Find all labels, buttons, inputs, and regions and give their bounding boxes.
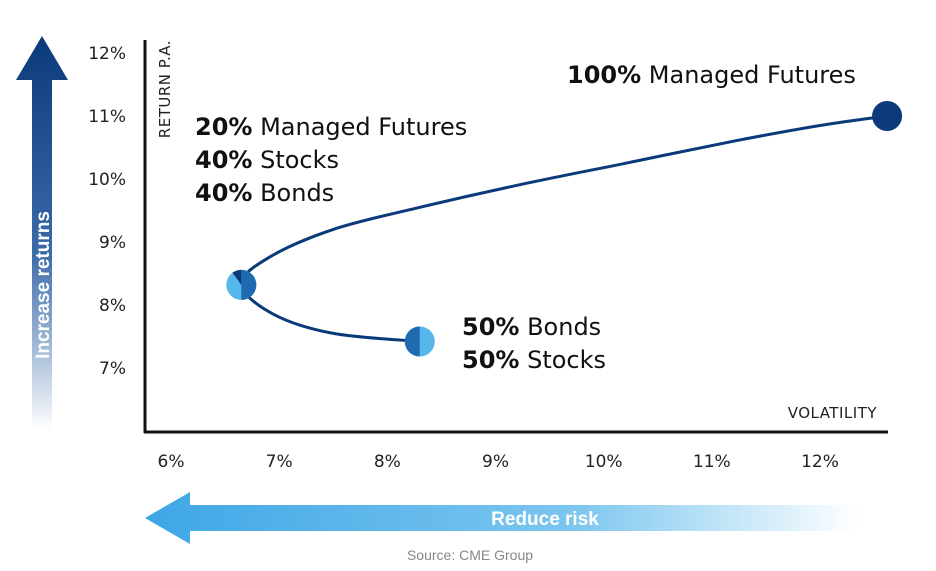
- source-note: Source: CME Group: [407, 547, 533, 563]
- series-layer: [239, 114, 889, 343]
- reduce-risk-label: Reduce risk: [491, 509, 599, 530]
- y-tick-label: 11%: [88, 107, 126, 127]
- x-tick-label: 8%: [374, 452, 401, 472]
- annotation-percent: 40%: [195, 179, 252, 207]
- annotation-percent: 50%: [462, 346, 519, 374]
- portfolio-marker: [226, 269, 257, 300]
- y-axis-title: RETURN P.A.: [156, 40, 174, 138]
- up-arrow-shape: [16, 36, 68, 430]
- annotation-asset: Bonds: [519, 313, 601, 341]
- tick-labels: 6% 7% 8% 9% 10% 11% 12% 7% 8% 9% 10% 11% 12%: [88, 44, 839, 472]
- x-tick-label: 6%: [158, 452, 185, 472]
- annotation-asset: Managed Futures: [252, 113, 467, 141]
- marker-layer: [226, 101, 903, 357]
- annotation-percent: 100%: [567, 61, 641, 89]
- annotation-line: 50% Stocks: [462, 346, 606, 374]
- annotation-line: 100% Managed Futures: [567, 61, 856, 89]
- marker-left-half: [404, 326, 420, 357]
- y-tick-label: 12%: [88, 44, 126, 64]
- y-tick-label: 8%: [99, 296, 126, 316]
- annotation-percent: 20%: [195, 113, 252, 141]
- y-tick-label: 10%: [88, 170, 126, 190]
- annotation-asset: Stocks: [519, 346, 606, 374]
- efficient-frontier-line: [239, 114, 889, 343]
- annotation-line: 40% Bonds: [195, 179, 334, 207]
- annotation-line: 40% Stocks: [195, 146, 339, 174]
- left-arrow-shape: [145, 492, 860, 544]
- x-tick-label: 7%: [266, 452, 293, 472]
- annotation-line: 50% Bonds: [462, 313, 601, 341]
- marker-right-half: [241, 269, 257, 300]
- portfolio-marker: [404, 326, 435, 357]
- annotation-percent: 40%: [195, 146, 252, 174]
- x-tick-label: 10%: [585, 452, 623, 472]
- increase-returns-arrow: Increase returns: [16, 36, 68, 430]
- marker-dark-slice: [232, 269, 242, 285]
- annotation-asset: Stocks: [252, 146, 339, 174]
- marker-solid: [872, 101, 903, 131]
- y-tick-label: 9%: [99, 233, 126, 253]
- x-tick-label: 9%: [482, 452, 509, 472]
- x-axis-title: VOLATILITY: [788, 404, 878, 422]
- annotation-asset: Bonds: [252, 179, 334, 207]
- annotation-line: 20% Managed Futures: [195, 113, 467, 141]
- y-tick-label: 7%: [99, 359, 126, 379]
- annotation-asset: Managed Futures: [641, 61, 856, 89]
- increase-returns-label: Increase returns: [33, 211, 54, 359]
- annotation-percent: 50%: [462, 313, 519, 341]
- x-tick-label: 11%: [693, 452, 731, 472]
- x-tick-label: 12%: [801, 452, 839, 472]
- reduce-risk-arrow: Reduce risk: [145, 492, 860, 544]
- portfolio-marker: [872, 101, 903, 131]
